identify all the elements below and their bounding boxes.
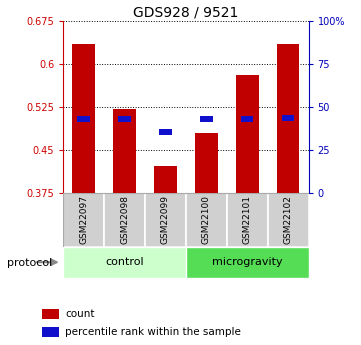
Bar bbox=[118, 116, 131, 122]
Text: GSM22098: GSM22098 bbox=[120, 195, 129, 245]
Text: microgravity: microgravity bbox=[212, 257, 283, 267]
Bar bbox=[200, 116, 213, 122]
Bar bbox=[159, 129, 171, 135]
Bar bbox=[186, 247, 309, 278]
Text: protocol: protocol bbox=[7, 258, 52, 268]
Bar bbox=[268, 193, 309, 247]
Bar bbox=[195, 133, 218, 193]
Text: GSM22100: GSM22100 bbox=[202, 195, 211, 245]
Bar bbox=[186, 193, 227, 247]
Bar bbox=[63, 193, 104, 247]
Bar bbox=[72, 44, 95, 193]
Bar bbox=[42, 327, 59, 337]
Text: GSM22097: GSM22097 bbox=[79, 195, 88, 245]
Bar bbox=[63, 247, 186, 278]
Bar bbox=[104, 193, 145, 247]
Bar bbox=[154, 166, 177, 193]
Bar bbox=[78, 116, 90, 122]
Bar bbox=[236, 75, 258, 193]
Bar bbox=[241, 116, 253, 122]
Bar bbox=[282, 115, 294, 121]
Bar bbox=[145, 193, 186, 247]
Title: GDS928 / 9521: GDS928 / 9521 bbox=[133, 6, 239, 20]
Text: GSM22101: GSM22101 bbox=[243, 195, 252, 245]
Text: GSM22102: GSM22102 bbox=[284, 196, 293, 244]
Text: GSM22099: GSM22099 bbox=[161, 195, 170, 245]
Text: percentile rank within the sample: percentile rank within the sample bbox=[65, 327, 241, 337]
Text: count: count bbox=[65, 309, 95, 319]
Bar bbox=[227, 193, 268, 247]
Bar bbox=[277, 44, 299, 193]
Text: control: control bbox=[105, 257, 144, 267]
Bar bbox=[42, 309, 59, 319]
Bar bbox=[113, 109, 136, 193]
